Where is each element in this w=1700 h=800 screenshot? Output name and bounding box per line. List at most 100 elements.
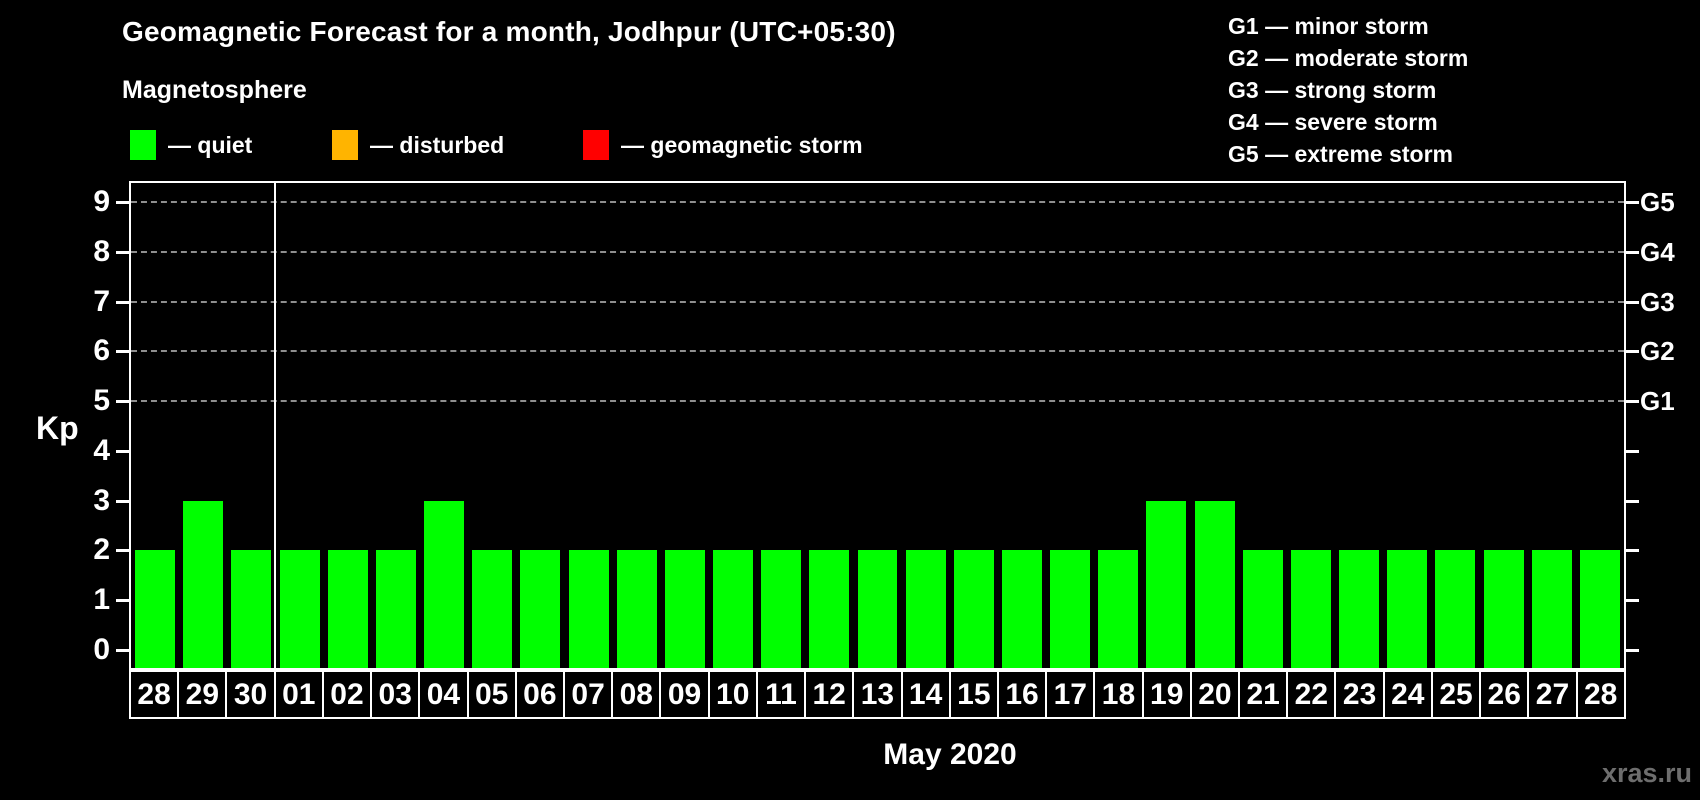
bar-day-28 <box>135 550 176 668</box>
disturbed-color-swatch-icon <box>332 130 358 160</box>
day-label-30: 30 <box>227 672 276 717</box>
right-tick-kp4 <box>1626 449 1639 453</box>
right-axis-label-g4: G4 <box>1640 236 1675 267</box>
day-label-11: 11 <box>758 672 807 717</box>
bar-day-03 <box>375 550 416 668</box>
gridline-kp6 <box>131 350 1624 353</box>
day-label-25: 25 <box>1433 672 1482 717</box>
bar-day-16 <box>1001 550 1042 668</box>
day-label-24: 24 <box>1385 672 1433 717</box>
right-axis-label-g1: G1 <box>1640 386 1675 417</box>
right-tick-kp5 <box>1626 400 1639 404</box>
bar-day-24 <box>1387 550 1428 668</box>
g2-legend-line: G2 — moderate storm <box>1228 45 1469 71</box>
day-label-17: 17 <box>1047 672 1096 717</box>
right-tick-kp2 <box>1626 549 1639 553</box>
bar-day-13 <box>857 550 898 668</box>
right-tick-kp9 <box>1626 200 1639 204</box>
y-tick-label-7: 7 <box>93 284 110 318</box>
y-tick-label-5: 5 <box>93 384 110 418</box>
bar-day-12 <box>809 550 850 668</box>
plot-area <box>116 181 1639 670</box>
right-tick-kp0 <box>1626 649 1639 652</box>
day-label-01: 01 <box>276 672 324 717</box>
right-axis-label-g5: G5 <box>1640 186 1675 217</box>
month-label: May 2020 <box>883 738 1017 771</box>
bar-day-25 <box>1435 550 1476 668</box>
y-tick-label-0: 0 <box>93 633 110 666</box>
right-axis-label-g2: G2 <box>1640 336 1675 367</box>
right-tick-kp1 <box>1626 599 1639 603</box>
day-label-12: 12 <box>806 672 855 717</box>
y-axis-title: Kp <box>36 410 79 446</box>
storm-color-swatch-icon <box>583 130 609 160</box>
day-label-02: 02 <box>324 672 373 717</box>
left-tick-kp5 <box>116 400 129 404</box>
y-tick-label-2: 2 <box>93 533 110 567</box>
quiet-color-swatch-icon <box>130 130 156 160</box>
day-label-21: 21 <box>1240 672 1289 717</box>
left-tick-kp4 <box>116 449 129 453</box>
gridline-kp8 <box>131 250 1624 253</box>
bar-day-23 <box>1339 550 1380 668</box>
bar-day-28 <box>1579 550 1620 668</box>
bar-day-05 <box>472 550 513 668</box>
day-label-09: 09 <box>661 672 710 717</box>
bar-day-10 <box>713 550 753 668</box>
left-tick-kp3 <box>116 499 129 503</box>
y-tick-label-1: 1 <box>93 583 110 617</box>
g3-legend-line: G3 — strong storm <box>1228 77 1437 103</box>
watermark: xras.ru <box>1601 758 1692 788</box>
left-tick-kp1 <box>116 599 129 603</box>
day-label-26: 26 <box>1481 672 1530 717</box>
day-label-29: 29 <box>179 672 228 717</box>
chart-title: Geomagnetic Forecast for a month, Jodhpu… <box>122 16 896 47</box>
legend-label-disturbed: — disturbed <box>370 131 505 158</box>
left-tick-kp2 <box>116 549 129 553</box>
bar-day-01 <box>279 550 320 668</box>
left-tick-kp8 <box>116 250 129 254</box>
bar-day-18 <box>1098 550 1139 668</box>
g1-legend-line: G1 — minor storm <box>1228 13 1429 39</box>
month-separator-line <box>274 183 277 668</box>
right-tick-kp6 <box>1626 350 1639 354</box>
legend-label-quiet: — quiet <box>168 131 253 158</box>
day-label-03: 03 <box>372 672 421 717</box>
day-label-06: 06 <box>517 672 565 717</box>
g5-legend-line: G5 — extreme storm <box>1228 141 1453 167</box>
bar-day-19 <box>1146 500 1187 668</box>
day-label-05: 05 <box>469 672 517 717</box>
gridline-kp7 <box>131 300 1624 303</box>
bar-day-29 <box>183 500 224 668</box>
gridline-kp5 <box>131 400 1624 403</box>
day-label-18: 18 <box>1095 672 1144 717</box>
day-label-08: 08 <box>613 672 662 717</box>
bar-day-22 <box>1290 550 1331 668</box>
x-axis-day-labels: 28 29 30 01 02 03 04 05 06 07 08 09 10 11 12 13 14 15 16 17… <box>129 670 1626 719</box>
day-label-28: 28 <box>1583 677 1618 711</box>
day-label-10: 10 <box>710 672 758 717</box>
legend-item-quiet: — quiet <box>130 129 252 161</box>
y-tick-label-9: 9 <box>93 184 110 218</box>
right-axis-label-g3: G3 <box>1640 286 1675 317</box>
y-tick-label-4: 4 <box>93 433 110 467</box>
bar-day-17 <box>1050 550 1091 668</box>
day-label-22: 22 <box>1288 672 1337 717</box>
legend-label-geomagnetic-storm: — geomagnetic storm <box>621 131 863 158</box>
bar-day-07 <box>568 550 609 668</box>
y-tick-label-6: 6 <box>93 334 110 368</box>
bar-day-04 <box>424 500 465 668</box>
day-label-15: 15 <box>951 672 999 717</box>
day-label-14: 14 <box>903 672 951 717</box>
bar-day-02 <box>327 550 368 668</box>
day-label-28: 28 <box>131 672 180 717</box>
left-tick-kp0 <box>116 649 129 652</box>
g-scale-legend: G1 — minor storm G2 — moderate storm G3 … <box>1228 10 1468 170</box>
day-label-16: 16 <box>999 672 1048 717</box>
left-tick-kp6 <box>116 350 129 354</box>
right-tick-kp3 <box>1626 499 1639 503</box>
legend-item-disturbed: — disturbed <box>332 129 504 161</box>
left-tick-kp7 <box>116 300 129 304</box>
day-label-13: 13 <box>854 672 903 717</box>
